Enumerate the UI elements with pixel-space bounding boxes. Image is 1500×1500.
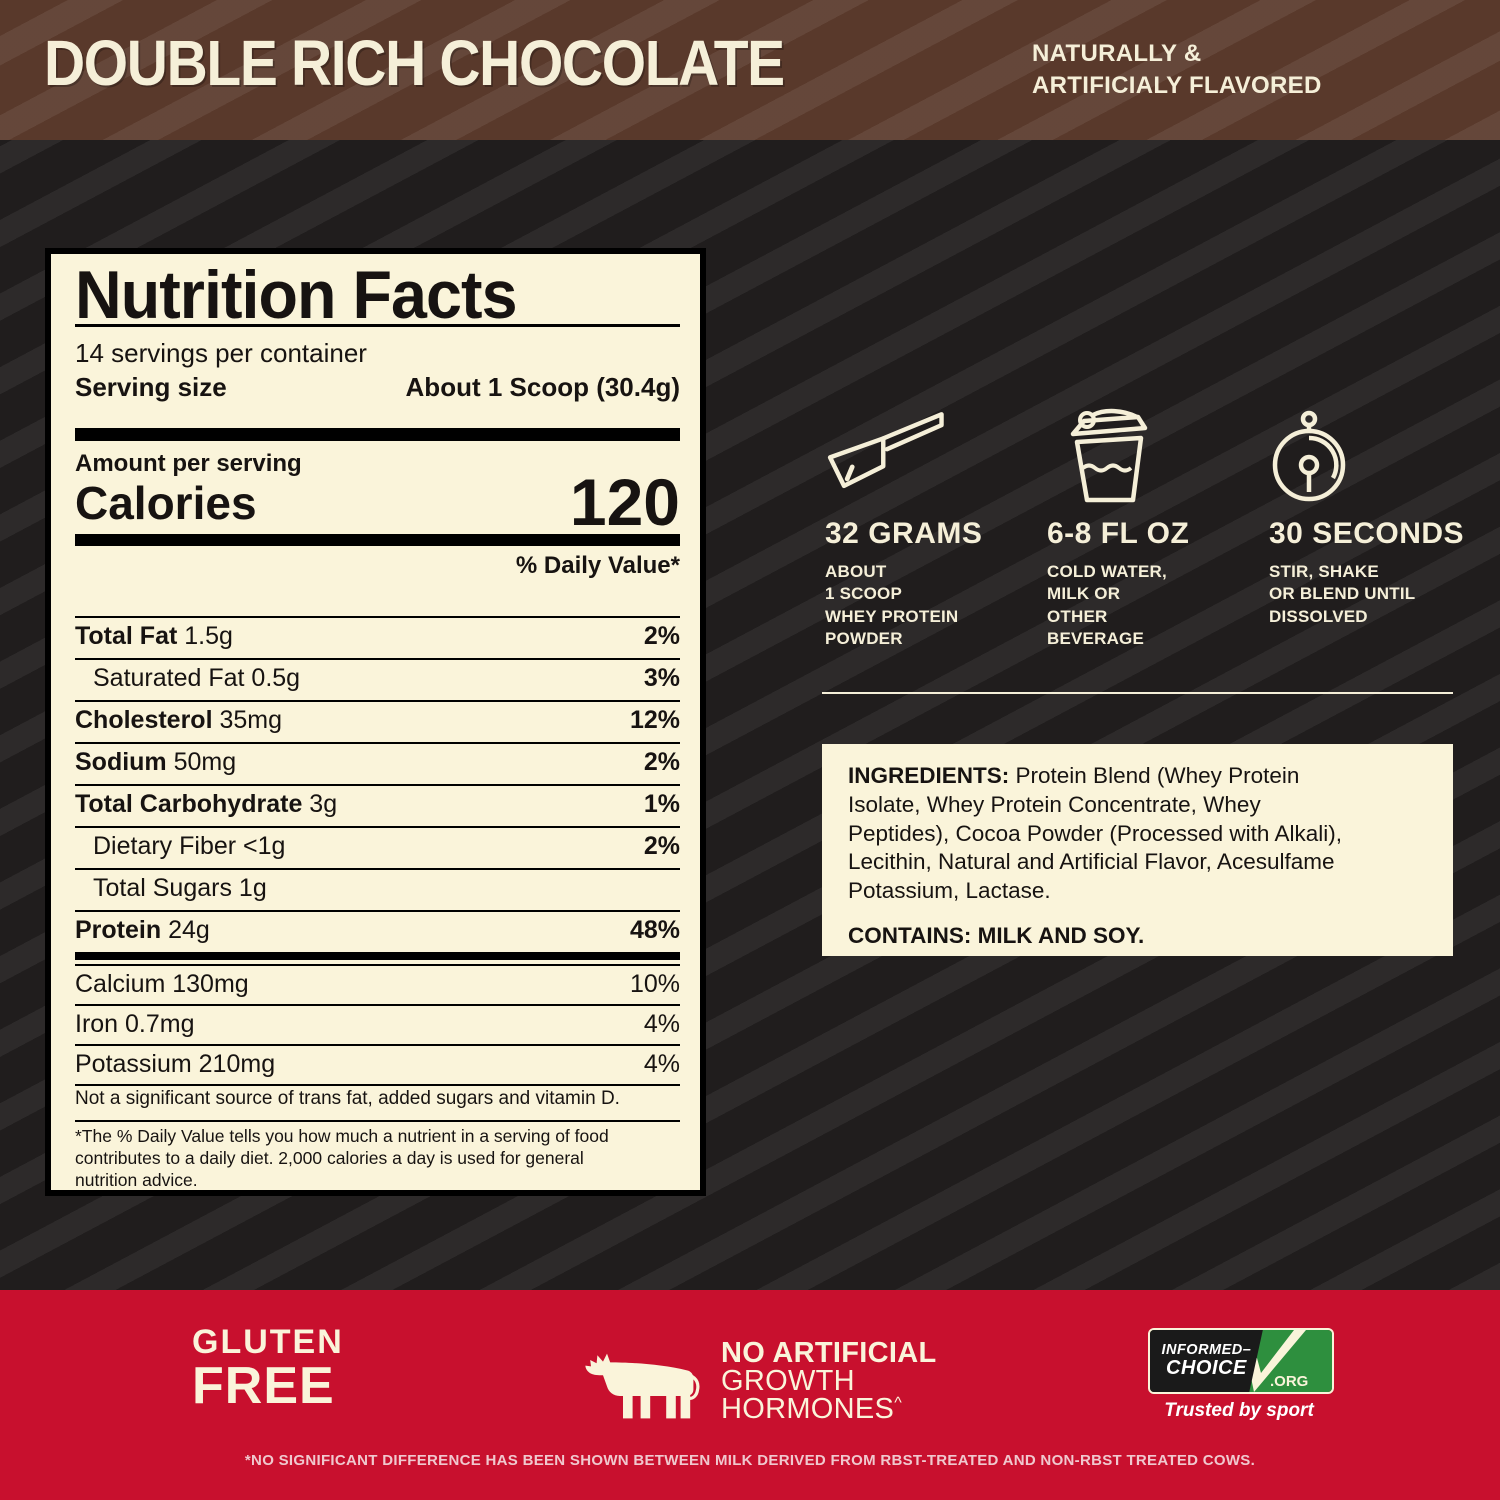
svg-text:.ORG: .ORG	[1270, 1373, 1308, 1390]
